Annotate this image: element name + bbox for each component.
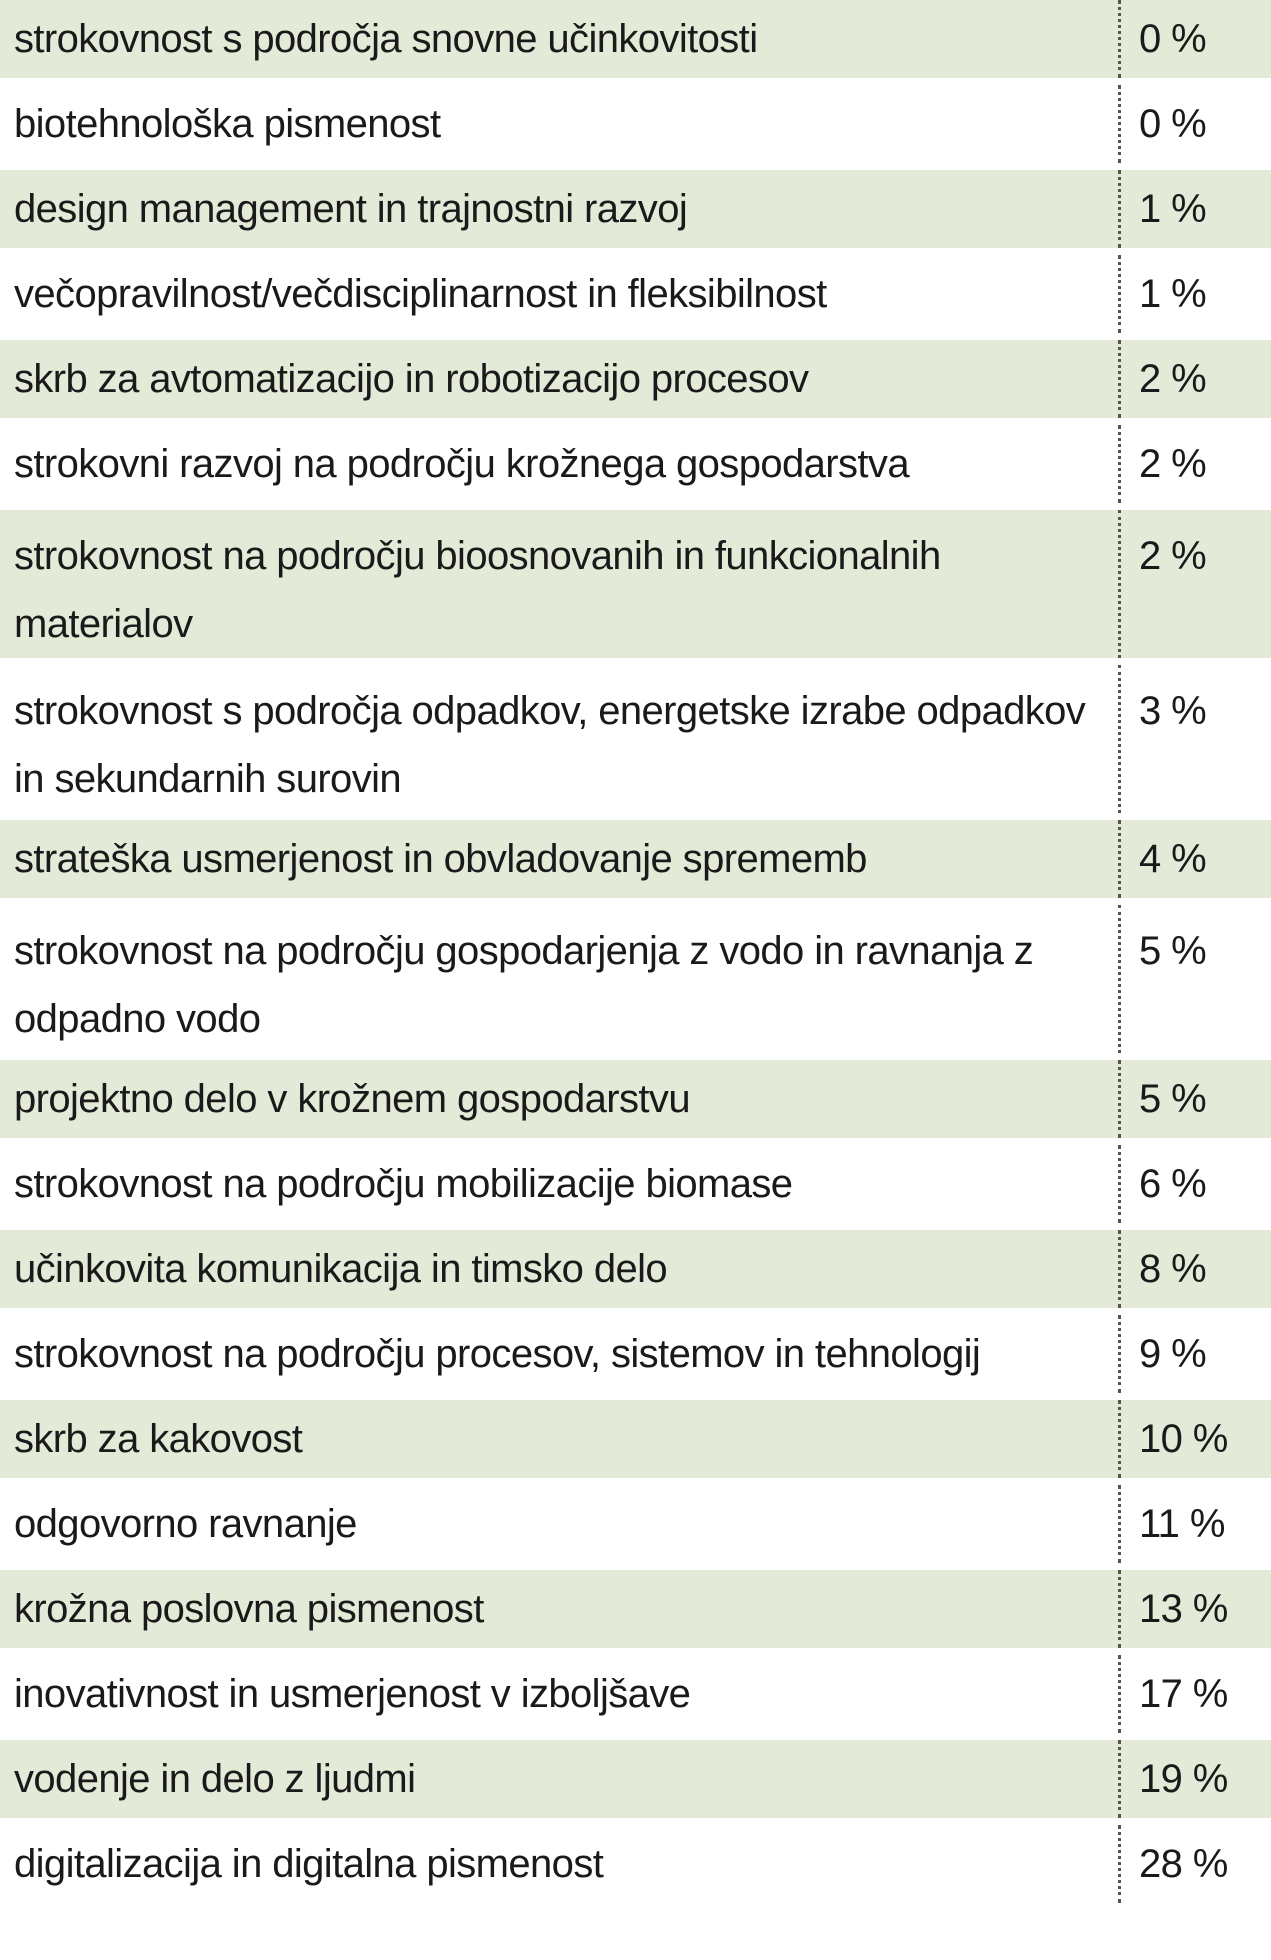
competency-percentage: 3 % xyxy=(1139,689,1207,733)
competency-percentage: 2 % xyxy=(1139,534,1207,578)
competency-percentage: 10 % xyxy=(1139,1417,1228,1461)
competency-percentage: 5 % xyxy=(1139,929,1207,973)
competency-label: učinkovita komunikacija in timsko delo xyxy=(0,1230,1121,1308)
competency-label: projektno delo v krožnem gospodarstvu xyxy=(0,1060,1121,1138)
table-row: odgovorno ravnanje 11 % xyxy=(0,1485,1271,1563)
table-row: večopravilnost/večdisciplinarnost in fle… xyxy=(0,255,1271,333)
competency-percentage: 1 % xyxy=(1139,272,1207,316)
competency-percentage: 2 % xyxy=(1139,357,1207,401)
table-row: digitalizacija in digitalna pismenost 28… xyxy=(0,1825,1271,1903)
competency-percentage: 17 % xyxy=(1139,1672,1228,1716)
competency-percentage: 5 % xyxy=(1139,1077,1207,1121)
table-row: strokovnost na področju bioosnovanih in … xyxy=(0,510,1271,658)
competency-label: odgovorno ravnanje xyxy=(0,1485,1121,1563)
table-row: design management in trajnostni razvoj 1… xyxy=(0,170,1271,248)
competency-label: strateška usmerjenost in obvladovanje sp… xyxy=(0,820,1121,898)
competency-table: strokovnost s področja snovne učinkovito… xyxy=(0,0,1271,1903)
table-row: strokovnost s področja snovne učinkovito… xyxy=(0,0,1271,78)
table-row: inovativnost in usmerjenost v izboljšave… xyxy=(0,1655,1271,1733)
competency-label: strokovnost na področju bioosnovanih in … xyxy=(0,510,1121,658)
competency-percentage: 1 % xyxy=(1139,187,1207,231)
competency-label: skrb za kakovost xyxy=(0,1400,1121,1478)
competency-percentage: 0 % xyxy=(1139,102,1207,146)
table-row: strokovnost na področju gospodarjenja z … xyxy=(0,905,1271,1053)
competency-percentage: 13 % xyxy=(1139,1587,1228,1631)
competency-percentage: 11 % xyxy=(1139,1502,1225,1546)
table-row: strateška usmerjenost in obvladovanje sp… xyxy=(0,820,1271,898)
competency-label: biotehnološka pismenost xyxy=(0,85,1121,163)
competency-percentage: 19 % xyxy=(1139,1757,1228,1801)
competency-label: strokovni razvoj na področju krožnega go… xyxy=(0,425,1121,503)
competency-percentage: 8 % xyxy=(1139,1247,1207,1291)
competency-label: digitalizacija in digitalna pismenost xyxy=(0,1825,1121,1903)
table-row: učinkovita komunikacija in timsko delo 8… xyxy=(0,1230,1271,1308)
table-row: strokovni razvoj na področju krožnega go… xyxy=(0,425,1271,503)
competency-percentage: 4 % xyxy=(1139,837,1207,881)
table-row: vodenje in delo z ljudmi 19 % xyxy=(0,1740,1271,1818)
competency-percentage: 2 % xyxy=(1139,442,1207,486)
competency-label: strokovnost na področju mobilizacije bio… xyxy=(0,1145,1121,1223)
competency-label: krožna poslovna pismenost xyxy=(0,1570,1121,1648)
competency-percentage: 6 % xyxy=(1139,1162,1207,1206)
table-row: strokovnost s področja odpadkov, energet… xyxy=(0,665,1271,813)
competency-label: strokovnost na področju gospodarjenja z … xyxy=(0,905,1121,1053)
competency-label: strokovnost s področja odpadkov, energet… xyxy=(0,665,1121,813)
table-row: krožna poslovna pismenost 13 % xyxy=(0,1570,1271,1648)
competency-label: večopravilnost/večdisciplinarnost in fle… xyxy=(0,255,1121,333)
competency-percentage: 9 % xyxy=(1139,1332,1207,1376)
table-row: skrb za avtomatizacijo in robotizacijo p… xyxy=(0,340,1271,418)
competency-percentage: 28 % xyxy=(1139,1842,1228,1886)
competency-label: skrb za avtomatizacijo in robotizacijo p… xyxy=(0,340,1121,418)
competency-label: strokovnost na področju procesov, sistem… xyxy=(0,1315,1121,1393)
competency-label: design management in trajnostni razvoj xyxy=(0,170,1121,248)
table-row: skrb za kakovost 10 % xyxy=(0,1400,1271,1478)
table-row: strokovnost na področju mobilizacije bio… xyxy=(0,1145,1271,1223)
table-row: projektno delo v krožnem gospodarstvu 5 … xyxy=(0,1060,1271,1138)
competency-label: strokovnost s področja snovne učinkovito… xyxy=(0,0,1121,78)
competency-percentage: 0 % xyxy=(1139,17,1207,61)
table-row: biotehnološka pismenost 0 % xyxy=(0,85,1271,163)
competency-label: vodenje in delo z ljudmi xyxy=(0,1740,1121,1818)
table-row: strokovnost na področju procesov, sistem… xyxy=(0,1315,1271,1393)
competency-label: inovativnost in usmerjenost v izboljšave xyxy=(0,1655,1121,1733)
